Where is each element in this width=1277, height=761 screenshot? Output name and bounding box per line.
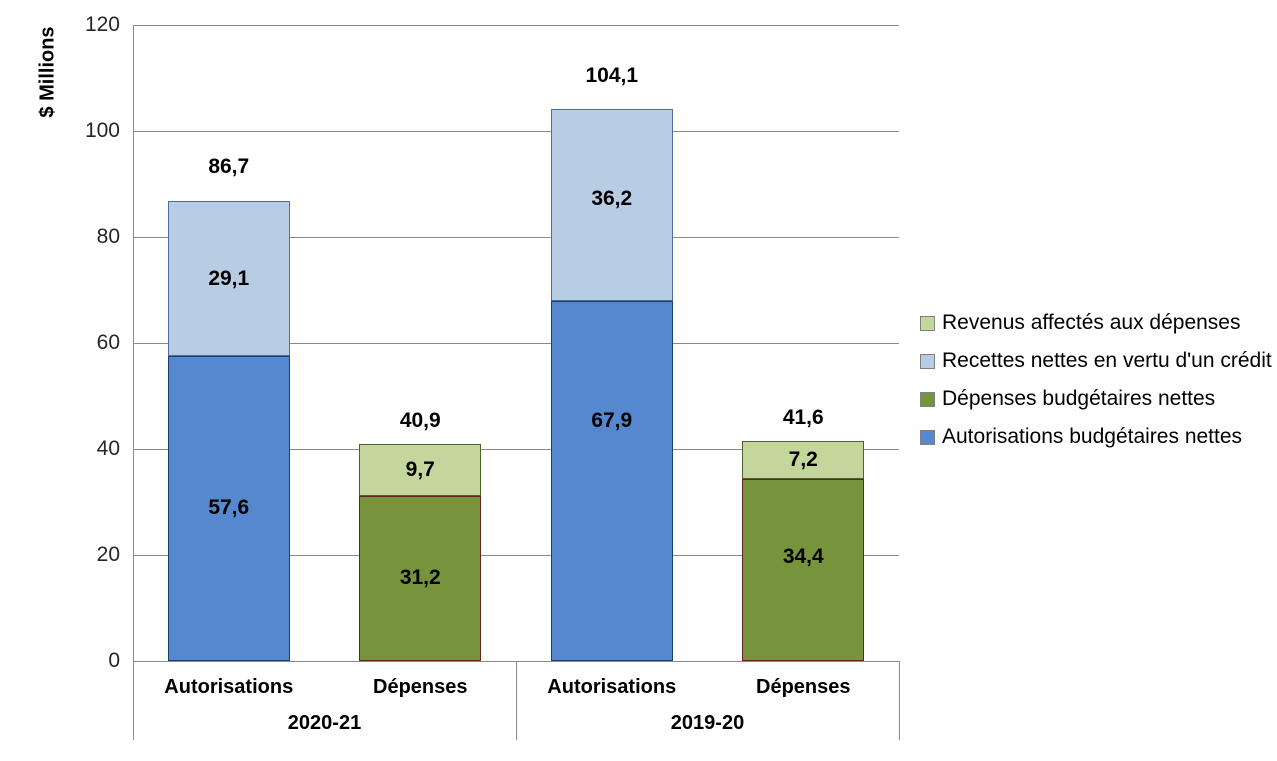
bar-segment-value-label: 36,2 <box>591 187 633 211</box>
legend-item: Recettes nettes en vertu d'un crédit <box>920 342 1272 380</box>
x-axis-group-label: 2020-21 <box>287 712 362 734</box>
y-axis-tick-label: 120 <box>84 13 120 36</box>
legend-label: Autorisations budgétaires nettes <box>942 425 1243 448</box>
gridline <box>133 448 899 450</box>
bar-segment <box>167 201 290 356</box>
legend-label: Revenus affectés aux dépenses <box>942 311 1241 334</box>
bar-segment-value-label: 7,2 <box>788 447 818 471</box>
gridline <box>133 130 899 132</box>
y-axis-tick-label: 20 <box>96 543 120 566</box>
bar-segment-value-label: 29,1 <box>208 266 250 290</box>
bar-total-label: 86,7 <box>208 155 250 179</box>
bar-total-label: 40,9 <box>399 409 441 433</box>
y-axis-tick-label: 100 <box>84 119 120 142</box>
legend-swatch-icon <box>920 353 935 369</box>
bar-segment <box>550 301 673 661</box>
gridline <box>133 554 899 556</box>
x-axis-group-label: 2019-20 <box>670 712 745 734</box>
gridline <box>133 342 899 344</box>
bar-segment <box>359 495 482 661</box>
bar-total-label: 104,1 <box>585 64 639 88</box>
y-axis-tick-label: 60 <box>96 331 120 354</box>
y-axis-line <box>133 25 134 740</box>
x-axis-category-label: Autorisations <box>164 676 294 698</box>
legend-item: Dépenses budgétaires nettes <box>920 380 1272 418</box>
bar-segment-value-label: 31,2 <box>399 566 441 590</box>
bar-segment <box>167 355 290 661</box>
gridline <box>133 24 899 26</box>
x-axis-category-label: Dépenses <box>373 676 468 698</box>
bar-segment <box>550 109 673 302</box>
bar-segment-value-label: 67,9 <box>591 409 633 433</box>
bar-total-label: 41,6 <box>782 405 824 429</box>
bar-segment <box>742 478 865 661</box>
legend-item: Revenus affectés aux dépenses <box>920 304 1272 342</box>
legend-label: Dépenses budgétaires nettes <box>942 387 1216 410</box>
legend-swatch-icon <box>920 315 935 331</box>
legend-item: Autorisations budgétaires nettes <box>920 418 1272 456</box>
y-axis-tick-label: 80 <box>96 225 120 248</box>
gridline <box>133 236 899 238</box>
y-axis-tick-label: 40 <box>96 437 120 460</box>
bar-segment <box>742 440 865 479</box>
category-group-divider <box>516 661 517 740</box>
chart-legend: Revenus affectés aux dépenses Recettes ne… <box>920 304 1272 456</box>
bar-segment-value-label: 9,7 <box>405 457 435 481</box>
y-axis-tick-label: 0 <box>108 649 120 672</box>
x-axis-category-label: Autorisations <box>547 676 677 698</box>
legend-label: Recettes nettes en vertu d'un crédit <box>942 349 1272 372</box>
bar-segment <box>359 444 482 496</box>
y-axis-title: $ Millions <box>36 26 59 118</box>
x-axis-category-label: Dépenses <box>756 676 851 698</box>
legend-swatch-icon <box>920 391 935 407</box>
bar-segment-value-label: 57,6 <box>208 496 250 520</box>
x-axis-right-edge <box>899 661 900 740</box>
legend-swatch-icon <box>920 429 935 445</box>
bar-segment-value-label: 34,4 <box>782 544 824 568</box>
